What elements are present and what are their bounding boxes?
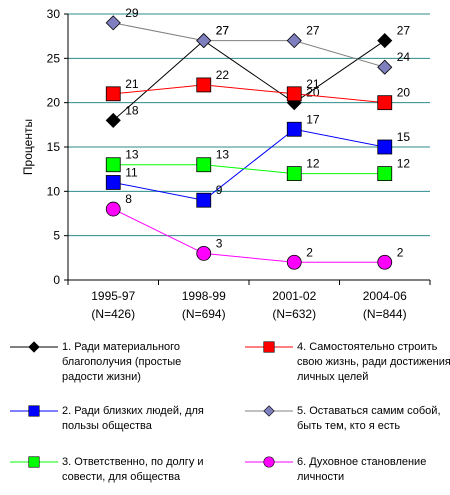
marker — [377, 33, 393, 49]
series-line — [113, 128, 385, 201]
x-tick-label-line: (N=844) — [363, 307, 407, 321]
data-label: 27 — [216, 24, 230, 38]
marker — [105, 175, 121, 190]
data-label: 8 — [125, 192, 132, 206]
marker — [377, 139, 393, 155]
data-label: 3 — [216, 236, 223, 250]
data-label: 27 — [306, 24, 320, 38]
x-tick-label-line: (N=632) — [272, 307, 316, 321]
data-label: 24 — [397, 50, 411, 64]
legend-label: 5. Оставаться самим собой, быть тем, кто… — [297, 405, 441, 432]
legend-label: 1. Ради материального благополучия (прос… — [62, 341, 182, 383]
marker — [286, 86, 302, 102]
marker — [105, 15, 121, 31]
marker — [196, 33, 212, 49]
legend-label: 6. Духовное становление личности — [297, 456, 427, 483]
data-label: 12 — [397, 157, 411, 171]
marker — [28, 456, 40, 468]
data-label: 2 — [306, 245, 313, 259]
legend-label: 3. Ответственно, по долгу и совести, для… — [62, 456, 204, 483]
data-label: 20 — [397, 86, 411, 100]
data-label: 2 — [397, 245, 404, 259]
x-tick-label-line: 1995-97 — [91, 289, 135, 303]
y-tick-label: 25 — [47, 51, 61, 65]
series-line — [113, 22, 385, 68]
data-label: 18 — [125, 103, 139, 117]
data-label: 13 — [125, 148, 139, 162]
marker — [286, 166, 302, 182]
marker — [286, 121, 302, 137]
x-tick-label-line: (N=426) — [91, 307, 135, 321]
marker — [263, 456, 275, 468]
y-tick-label: 30 — [47, 7, 61, 21]
y-tick-label: 0 — [53, 273, 60, 287]
marker — [28, 405, 40, 417]
data-label: 21 — [125, 77, 139, 91]
marker — [263, 341, 275, 353]
marker — [286, 254, 302, 270]
data-label: 11 — [125, 165, 138, 179]
x-tick-label-line: 2004-06 — [363, 289, 407, 303]
marker — [105, 157, 121, 173]
x-tick-label: 1995-97 (N=426) — [91, 289, 135, 321]
marker — [196, 245, 212, 261]
series-line — [113, 84, 385, 104]
marker — [286, 33, 302, 49]
series-line — [112, 39, 386, 121]
data-label: 9 — [216, 183, 223, 197]
marker — [105, 86, 121, 102]
marker — [105, 201, 121, 217]
marker — [105, 112, 121, 128]
data-label: 13 — [216, 148, 230, 162]
y-tick-label: 10 — [47, 184, 61, 198]
x-tick-label-line: (N=694) — [182, 307, 226, 321]
data-label: 27 — [216, 24, 230, 38]
x-tick-label-line: 2001-02 — [272, 289, 316, 303]
data-label: 27 — [397, 24, 411, 38]
marker — [377, 95, 393, 111]
marker — [196, 192, 212, 208]
marker — [377, 59, 393, 75]
marker — [196, 77, 212, 93]
legend-label: 2. Ради близких людей, для пользы общест… — [62, 405, 204, 432]
data-label: 17 — [306, 112, 320, 126]
y-tick-label: 15 — [47, 140, 61, 154]
legend-label: 4. Самостоятельно строить свою жизнь, ра… — [297, 341, 450, 383]
series-line — [113, 208, 385, 263]
data-label: 12 — [306, 157, 320, 171]
marker — [377, 166, 393, 182]
x-tick-label: 2001-02 (N=632) — [272, 289, 316, 321]
x-tick-label: 1998-99 (N=694) — [182, 289, 226, 321]
marker — [377, 254, 393, 270]
y-axis-label: Проценты — [21, 119, 35, 175]
marker — [196, 157, 212, 173]
marker — [263, 405, 275, 417]
y-tick-label: 5 — [53, 229, 60, 243]
series-line — [113, 164, 385, 175]
x-tick-label-line: 1998-99 — [182, 289, 226, 303]
data-label: 15 — [397, 130, 411, 144]
marker — [28, 341, 40, 353]
x-tick-label: 2004-06 (N=844) — [363, 289, 407, 321]
y-tick-label: 20 — [47, 96, 61, 110]
data-label: 22 — [216, 68, 230, 82]
data-label: 21 — [306, 77, 320, 91]
data-label: 29 — [125, 6, 139, 20]
